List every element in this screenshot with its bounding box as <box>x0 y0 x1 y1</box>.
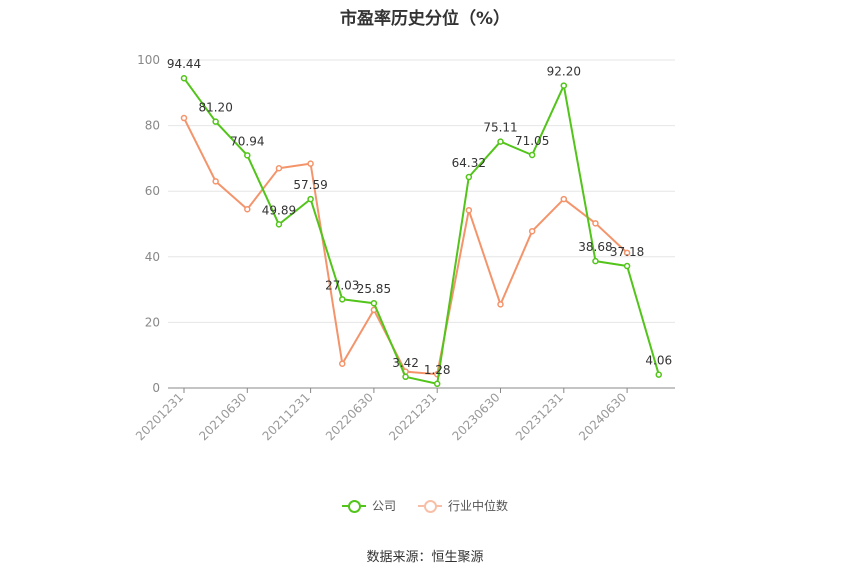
legend-item-company[interactable]: 公司 <box>341 497 396 514</box>
data-point-industry-median[interactable] <box>180 114 188 122</box>
legend-swatch-company <box>341 499 366 513</box>
data-point-industry-median[interactable] <box>307 160 314 167</box>
data-point-industry-median[interactable] <box>212 178 219 185</box>
y-tick-label: 60 <box>145 184 160 198</box>
data-label-company: 38.68 <box>578 240 612 254</box>
data-point-company[interactable] <box>497 138 504 145</box>
y-tick-label: 40 <box>145 250 160 264</box>
data-point-industry-median[interactable] <box>275 164 283 172</box>
data-label-company: 92.20 <box>547 65 581 79</box>
data-label-company: 57.59 <box>293 178 327 192</box>
x-tick-label: 20211231 <box>260 390 313 443</box>
data-point-company[interactable] <box>212 118 219 125</box>
data-point-company[interactable] <box>528 151 536 159</box>
data-point-company[interactable] <box>465 173 473 181</box>
data-point-company[interactable] <box>307 195 314 203</box>
grid <box>168 59 675 323</box>
x-tick-label: 20230630 <box>450 390 503 443</box>
data-point-industry-median[interactable] <box>465 206 473 214</box>
data-point-company[interactable] <box>370 299 378 307</box>
data-label-company: 3.42 <box>392 356 419 370</box>
data-point-company[interactable] <box>339 296 346 303</box>
data-point-company[interactable] <box>623 262 631 270</box>
data-point-company[interactable] <box>592 257 599 265</box>
y-tick-label: 100 <box>137 53 160 67</box>
y-tick-label: 20 <box>145 315 160 329</box>
series-line-industry-median <box>183 117 628 376</box>
data-point-industry-median[interactable] <box>592 220 599 227</box>
data-source: 数据来源：恒生聚源 <box>366 550 484 565</box>
data-label-company: 70.94 <box>230 134 264 148</box>
data-point-industry-median[interactable] <box>497 301 504 308</box>
x-tick-label: 20201231 <box>133 390 186 443</box>
data-point-industry-median[interactable] <box>528 227 536 235</box>
data-label-company: 1.28 <box>424 363 451 377</box>
y-tick-label: 0 <box>152 381 160 395</box>
data-point-company[interactable] <box>655 371 662 378</box>
legend: 公司 行业中位数 <box>0 497 850 514</box>
data-label-company: 4.06 <box>645 354 672 368</box>
x-tick-label: 20221231 <box>386 390 439 443</box>
data-label-company: 37.18 <box>610 245 644 259</box>
x-tick-label: 20231231 <box>513 390 566 443</box>
legend-item-industry-median[interactable]: 行业中位数 <box>418 497 508 514</box>
data-point-company[interactable] <box>560 82 568 89</box>
y-tick-label: 80 <box>145 119 160 133</box>
data-label-company: 81.20 <box>198 101 232 115</box>
series-line-company <box>183 77 660 385</box>
data-label-company: 49.89 <box>262 203 296 217</box>
x-tick-label: 20240630 <box>576 390 629 443</box>
data-label-company: 27.03 <box>325 278 359 292</box>
data-point-industry-median[interactable] <box>623 249 631 257</box>
chart-title: 市盈率历史分位（%） <box>339 9 511 29</box>
legend-label-industry-median: 行业中位数 <box>448 499 509 513</box>
legend-label-company: 公司 <box>371 499 396 513</box>
x-tick-label: 20210630 <box>196 390 249 443</box>
x-tick-label: 20220630 <box>323 390 376 443</box>
data-point-company[interactable] <box>180 74 188 82</box>
data-label-company: 64.32 <box>452 156 486 170</box>
data-point-company[interactable] <box>433 380 441 388</box>
data-label-company: 71.05 <box>515 134 549 148</box>
series <box>180 74 662 388</box>
data-point-industry-median[interactable] <box>560 195 568 203</box>
data-point-company[interactable] <box>275 221 283 228</box>
data-point-company[interactable] <box>402 373 409 381</box>
data-point-company[interactable] <box>244 152 251 159</box>
data-point-industry-median[interactable] <box>244 205 251 213</box>
legend-swatch-industry-median <box>418 499 442 513</box>
data-label-company: 94.44 <box>167 57 201 71</box>
data-label-company: 25.85 <box>357 282 391 296</box>
data-point-industry-median[interactable] <box>339 360 346 367</box>
data-label-company: 75.11 <box>483 121 517 135</box>
